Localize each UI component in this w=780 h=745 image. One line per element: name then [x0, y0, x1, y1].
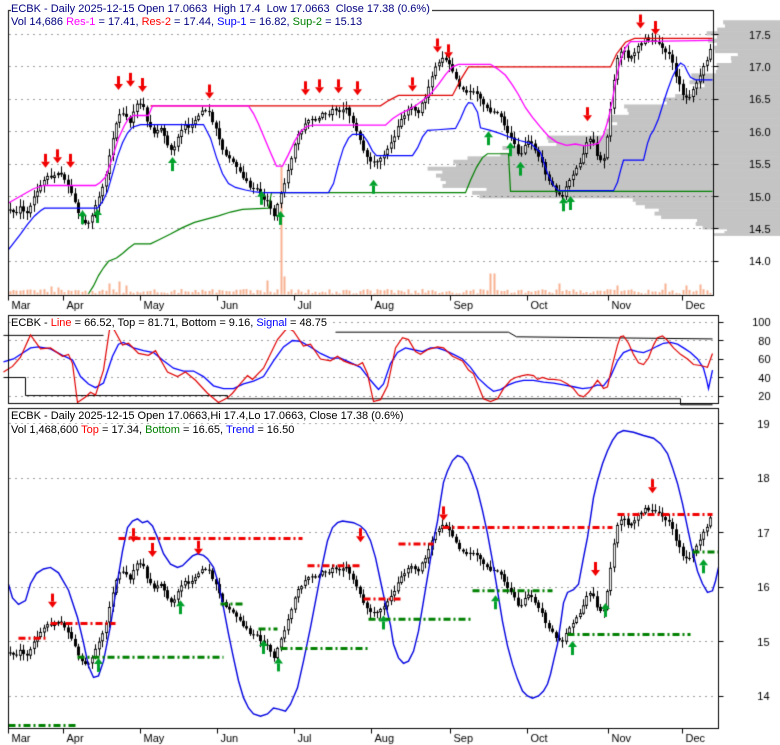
header-text-segment: = 16.50 — [254, 424, 295, 436]
header-text-segment: Res-2 — [141, 16, 171, 28]
header-text-segment: = 17.41, — [95, 16, 142, 28]
header-text-segment: Sup-2 — [292, 16, 323, 28]
panel1-header-line1: ECBK - Daily 2025-12-15 Open 17.0663 Hig… — [11, 3, 432, 16]
header-text-segment: Signal — [256, 317, 287, 329]
panel3-header-line2: Vol 1,468,600 Top = 17.34, Bottom = 16.6… — [11, 424, 297, 437]
header-text-segment: Bottom — [145, 424, 180, 436]
header-text-segment: Sup-1 — [217, 16, 247, 28]
panel1-header-line2: Vol 14,686 Res-1 = 17.41, Res-2 = 17.44,… — [11, 16, 365, 29]
header-text-segment: = 16.65, — [179, 424, 226, 436]
header-text-segment: = 15.13 — [322, 16, 363, 28]
panel3-header-line1: ECBK - Daily 2025-12-15 Open 17.0663,Hi … — [11, 410, 406, 423]
header-text-segment: Trend — [225, 424, 255, 436]
header-text-segment: Vol 1,468,600 — [11, 424, 82, 436]
header-text-segment: = 17.34, — [98, 424, 146, 436]
header-text-segment: Vol 14,686 — [11, 16, 67, 28]
header-text-segment: Line — [50, 317, 72, 329]
header-text-segment: ECBK - — [11, 317, 51, 329]
header-text-segment: = 48.75 — [286, 317, 327, 329]
header-text-segment: Res-1 — [66, 16, 96, 28]
header-text-segment: Top — [81, 424, 99, 436]
header-text-segment: = 17.44, — [170, 16, 218, 28]
header-text-segment: = 66.52, Top = 81.71, Bottom = 9.16, — [71, 317, 257, 329]
header-text-segment: ECBK - Daily 2025-12-15 Open 17.0663 Hig… — [11, 3, 430, 15]
header-text-segment: ECBK - Daily 2025-12-15 Open 17.0663,Hi … — [11, 410, 404, 422]
header-text-segment: = 16.82, — [246, 16, 293, 28]
panel2-header-line1: ECBK - Line = 66.52, Top = 81.71, Bottom… — [11, 317, 329, 330]
